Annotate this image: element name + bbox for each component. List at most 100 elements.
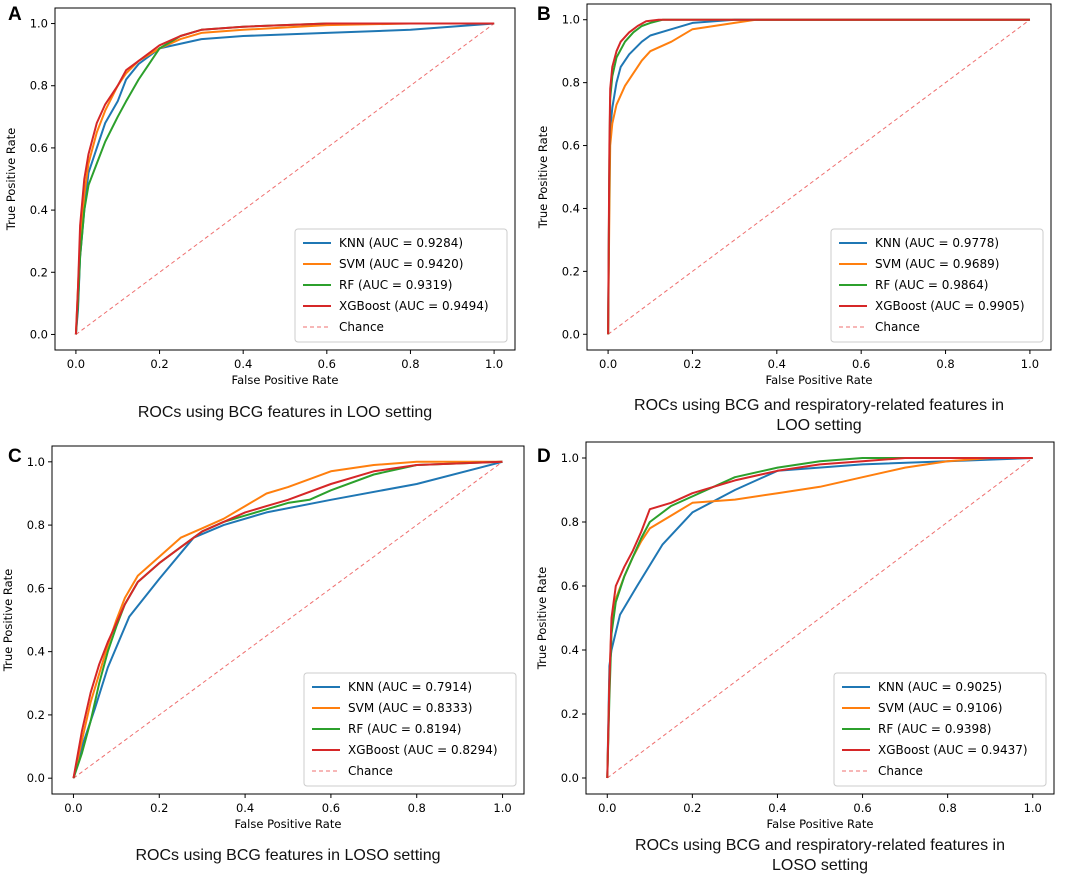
series-line-chance	[607, 19, 1031, 335]
legend-label-rf: RF (AUC = 0.9398)	[878, 722, 991, 736]
legend-label-rf: RF (AUC = 0.9319)	[339, 278, 452, 292]
x-tick-label: 0.6	[852, 357, 870, 371]
panel-letter: C	[8, 446, 22, 467]
x-tick-label: 0.2	[683, 801, 701, 815]
legend-box	[294, 228, 508, 343]
x-axis-label: False Positive Rate	[235, 817, 342, 831]
legend-label-chance: Chance	[875, 320, 920, 334]
panel-letter: A	[8, 4, 22, 25]
x-tick-label: 0.6	[322, 801, 340, 815]
x-axis-label: False Positive Rate	[766, 373, 873, 387]
legend-label-svm: SVM (AUC = 0.9106)	[878, 701, 1002, 715]
chart-panel-d: D 0.0 0.2 0.4 0.6 0.8 1.0 0.0 0.2 0.4 0.6 0.8 1.0 Fal…	[535, 441, 1055, 874]
x-axis-label: False Positive Rate	[232, 373, 339, 387]
x-tick-label: 0.0	[599, 357, 617, 371]
y-tick-label: 0.6	[30, 141, 48, 155]
y-tick-label: 0.2	[561, 707, 579, 721]
x-tick-label: 0.0	[64, 801, 82, 815]
y-tick-label: 0.8	[27, 518, 45, 532]
axes-frame	[586, 3, 1052, 351]
legend-label-chance: Chance	[878, 764, 923, 778]
legend-label-knn: KNN (AUC = 0.9025)	[878, 680, 1002, 694]
chart-panel-b: B 0.0 0.2 0.4 0.6 0.8 1.0 0.0 0.2 0.4 0.6 0.8 1.0 Fal…	[536, 3, 1052, 434]
x-tick-label: 0.2	[683, 357, 701, 371]
series-line-rf	[606, 457, 1033, 779]
y-tick-label: 0.4	[561, 643, 579, 657]
x-axis-label: False Positive Rate	[767, 817, 874, 831]
axes-frame	[51, 445, 525, 795]
legend: KNN (AUC = 0.9025) SVM (AUC = 0.9106) RF (…	[833, 672, 1047, 787]
series-line-xgboost	[607, 18, 1030, 335]
x-tick-label: 0.0	[67, 357, 85, 371]
panel-caption: ROCs using BCG features in LOSO setting	[135, 847, 440, 864]
panel-caption: LOO setting	[776, 417, 861, 434]
y-tick-label: 0.8	[30, 79, 48, 93]
legend-label-knn: KNN (AUC = 0.9284)	[339, 236, 463, 250]
panel-caption: LOSO setting	[772, 857, 868, 874]
legend-label-svm: SVM (AUC = 0.9420)	[339, 257, 463, 271]
y-axis-label: True Positive Rate	[4, 128, 18, 231]
y-tick-label: 0.0	[562, 327, 580, 341]
y-tick-label: 0.2	[30, 265, 48, 279]
y-tick-label: 0.4	[30, 203, 48, 217]
panel-letter: B	[537, 4, 551, 25]
y-tick-label: 0.0	[561, 771, 579, 785]
legend: KNN (AUC = 0.7914) SVM (AUC = 0.8333) RF (…	[303, 672, 517, 787]
legend-label-chance: Chance	[348, 764, 393, 778]
legend-label-rf: RF (AUC = 0.8194)	[348, 722, 461, 736]
y-tick-label: 1.0	[27, 455, 45, 469]
panel-caption: ROCs using BCG and respiratory-related f…	[634, 397, 1004, 414]
x-tick-label: 0.6	[318, 357, 336, 371]
panel-letter: D	[537, 446, 551, 467]
legend-label-chance: Chance	[339, 320, 384, 334]
legend: KNN (AUC = 0.9284) SVM (AUC = 0.9420) RF (…	[294, 228, 508, 343]
chart-panel-c: C 0.0 0.2 0.4 0.6 0.8 1.0 0.0 0.2 0.4 0.6 0.8 1.0 Fal…	[1, 445, 525, 864]
x-tick-label: 1.0	[1021, 357, 1039, 371]
y-tick-label: 0.8	[562, 76, 580, 90]
y-tick-label: 0.6	[27, 581, 45, 595]
series-line-svm	[72, 460, 503, 779]
series-line-chance	[75, 23, 495, 335]
y-tick-label: 1.0	[561, 451, 579, 465]
y-tick-label: 0.4	[27, 645, 45, 659]
legend-label-knn: KNN (AUC = 0.7914)	[348, 680, 472, 694]
legend-box	[833, 672, 1047, 787]
legend-box	[830, 228, 1044, 343]
legend-label-svm: SVM (AUC = 0.9689)	[875, 257, 999, 271]
legend-label-svm: SVM (AUC = 0.8333)	[348, 701, 472, 715]
x-tick-label: 0.2	[150, 357, 168, 371]
x-tick-label: 0.8	[936, 357, 954, 371]
x-tick-label: 0.8	[401, 357, 419, 371]
chart-panel-a: A 0.0 0.2 0.4 0.6 0.8 1.0 0.0 0.2 0.4 0.6 0.8 1.0 Fal…	[4, 4, 516, 421]
y-tick-label: 0.2	[562, 264, 580, 278]
legend-label-xgboost: XGBoost (AUC = 0.9494)	[339, 299, 489, 313]
x-tick-label: 1.0	[485, 357, 503, 371]
axes-frame	[54, 7, 516, 351]
x-tick-label: 0.4	[768, 357, 786, 371]
y-tick-label: 1.0	[562, 13, 580, 27]
x-tick-label: 0.6	[853, 801, 871, 815]
legend-box	[303, 672, 517, 787]
series-line-chance	[606, 457, 1034, 779]
x-tick-label: 0.4	[234, 357, 252, 371]
x-tick-label: 0.0	[598, 801, 616, 815]
x-tick-label: 0.8	[938, 801, 956, 815]
legend-label-rf: RF (AUC = 0.9864)	[875, 278, 988, 292]
y-tick-label: 0.6	[562, 139, 580, 153]
y-axis-label: True Positive Rate	[536, 126, 550, 229]
legend-label-xgboost: XGBoost (AUC = 0.9905)	[875, 299, 1025, 313]
y-tick-label: 0.8	[561, 515, 579, 529]
x-tick-label: 0.2	[150, 801, 168, 815]
y-tick-label: 1.0	[30, 17, 48, 31]
x-tick-label: 1.0	[1024, 801, 1042, 815]
series-line-xgboost	[74, 22, 495, 335]
y-axis-label: True Positive Rate	[535, 567, 549, 670]
x-tick-label: 0.4	[236, 801, 254, 815]
axes-frame	[585, 441, 1055, 795]
y-tick-label: 0.0	[30, 327, 48, 341]
x-tick-label: 0.4	[768, 801, 786, 815]
legend-label-xgboost: XGBoost (AUC = 0.9437)	[878, 743, 1028, 757]
legend-label-xgboost: XGBoost (AUC = 0.8294)	[348, 743, 498, 757]
x-tick-label: 1.0	[493, 801, 511, 815]
panel-caption: ROCs using BCG and respiratory-related f…	[635, 837, 1005, 854]
